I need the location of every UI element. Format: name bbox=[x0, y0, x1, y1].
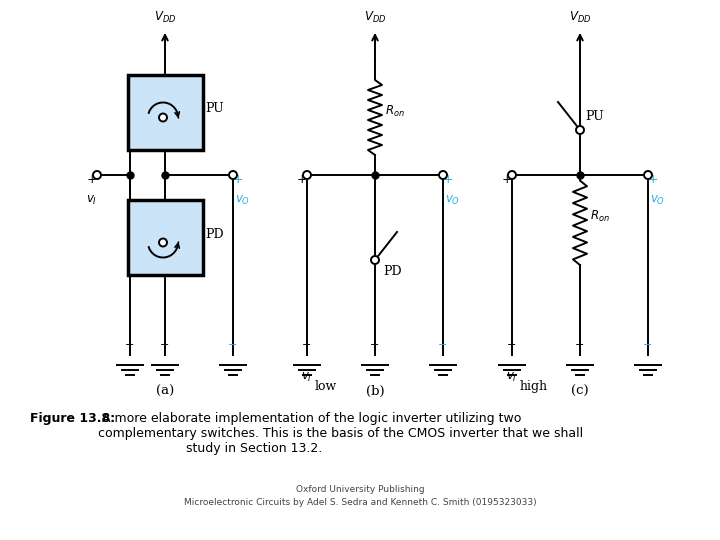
Text: (a): (a) bbox=[156, 385, 174, 398]
Text: $v_I$: $v_I$ bbox=[506, 371, 518, 384]
Circle shape bbox=[508, 171, 516, 179]
Text: $v_I$: $v_I$ bbox=[86, 194, 98, 207]
Text: $R_{on}$: $R_{on}$ bbox=[590, 209, 610, 224]
Text: −: − bbox=[508, 340, 517, 350]
Text: +: + bbox=[648, 173, 658, 186]
Text: $V_{DD}$: $V_{DD}$ bbox=[569, 10, 591, 25]
Text: PU: PU bbox=[205, 103, 224, 116]
Text: −: − bbox=[161, 340, 170, 350]
Text: $R_{on}$: $R_{on}$ bbox=[385, 104, 405, 119]
Text: low: low bbox=[315, 380, 337, 393]
Bar bbox=[127, 200, 202, 275]
Text: $v_O$: $v_O$ bbox=[446, 194, 461, 207]
Circle shape bbox=[229, 171, 237, 179]
Text: $v_I$: $v_I$ bbox=[302, 371, 312, 384]
Text: −: − bbox=[302, 340, 312, 350]
Text: PD: PD bbox=[205, 227, 224, 240]
Text: +: + bbox=[86, 173, 97, 186]
Text: −: − bbox=[438, 340, 448, 350]
Circle shape bbox=[576, 126, 584, 134]
Text: Figure 13.8:: Figure 13.8: bbox=[30, 412, 115, 425]
Text: A more elaborate implementation of the logic inverter utilizing two
complementar: A more elaborate implementation of the l… bbox=[98, 412, 583, 455]
Text: Microelectronic Circuits by Adel S. Sedra and Kenneth C. Smith (0195323033): Microelectronic Circuits by Adel S. Sedr… bbox=[184, 498, 536, 507]
Text: PU: PU bbox=[585, 110, 604, 123]
Circle shape bbox=[439, 171, 447, 179]
Text: (c): (c) bbox=[571, 385, 589, 398]
Text: −: − bbox=[370, 340, 379, 350]
Text: −: − bbox=[125, 340, 134, 350]
Text: +: + bbox=[443, 173, 454, 186]
Circle shape bbox=[93, 171, 101, 179]
Text: +: + bbox=[297, 173, 307, 186]
Circle shape bbox=[159, 113, 167, 122]
Text: $V_{DD}$: $V_{DD}$ bbox=[154, 10, 176, 25]
Text: (b): (b) bbox=[366, 385, 384, 398]
Text: Oxford University Publishing: Oxford University Publishing bbox=[296, 485, 424, 494]
Text: $v_O$: $v_O$ bbox=[235, 194, 251, 207]
Bar bbox=[127, 75, 202, 150]
Text: +: + bbox=[233, 173, 243, 186]
Circle shape bbox=[159, 239, 167, 246]
Text: $v_O$: $v_O$ bbox=[650, 194, 665, 207]
Circle shape bbox=[371, 256, 379, 264]
Text: −: − bbox=[575, 340, 585, 350]
Text: $V_{DD}$: $V_{DD}$ bbox=[364, 10, 386, 25]
Text: PD: PD bbox=[383, 265, 402, 278]
Circle shape bbox=[644, 171, 652, 179]
Text: high: high bbox=[520, 380, 548, 393]
Text: −: − bbox=[643, 340, 653, 350]
Circle shape bbox=[303, 171, 311, 179]
Text: +: + bbox=[502, 173, 513, 186]
Text: −: − bbox=[228, 340, 238, 350]
